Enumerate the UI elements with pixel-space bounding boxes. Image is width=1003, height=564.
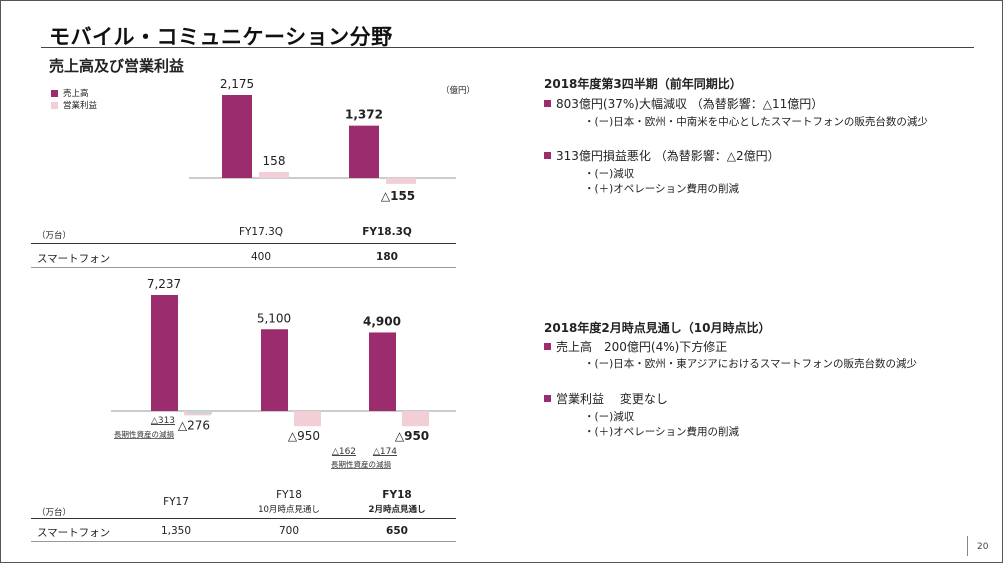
bottom-annot-note-0: 長期性資産の減損 [114, 429, 174, 439]
forecast-bullet-2-sub-2: ・(＋)オペレーション費用の削減 [584, 426, 739, 438]
bottom-cat-main-0: FY17 [163, 496, 189, 508]
forecast-bullet-2: 営業利益 変更なし [544, 390, 668, 407]
bottom-bar-op-2 [402, 411, 429, 427]
bottom-label-op-2: △950 [395, 429, 429, 443]
unit-label-oku: （億円） [441, 86, 476, 96]
top-label-sales-0: 2,175 [220, 77, 254, 91]
q3-heading: 2018年度第3四半期（前年同期比） [544, 77, 742, 91]
top-row-value-0: 400 [250, 251, 272, 263]
legend-swatch-op-income [51, 102, 58, 109]
top-bar-sales-1 [349, 125, 379, 178]
bottom-row-label: スマートフォン [37, 527, 111, 539]
forecast-bullet-1-text: 売上高 200億円(4%)下方修正 [556, 340, 728, 354]
bottom-cat-sub-2: 2月時点見通し [368, 505, 426, 515]
bottom-row-value-2: 650 [386, 525, 408, 537]
legend-label-op-income: 営業利益 [63, 101, 98, 111]
q3-bullet-1: 803億円(37%)大幅減収 （為替影響：△11億円） [544, 95, 823, 112]
bottom-label-sales-2: 4,900 [363, 314, 401, 328]
title-divider [41, 47, 974, 48]
bottom-bar-sales-2 [369, 332, 396, 411]
bottom-row-value-0: 1,350 [160, 525, 192, 537]
bottom-annot-value-2: △174 [373, 447, 397, 457]
q3-bullet-1-sub: ・(ー)日本・欧州・中南米を中心としたスマートフォンの販売台数の減少 [584, 116, 928, 128]
page-title: モバイル・コミュニケーション分野 [49, 25, 393, 49]
bottom-label-sales-0: 7,237 [147, 277, 181, 291]
bottom-annot-value-0: △313 [151, 416, 175, 426]
bottom-row-value-1: 700 [278, 525, 300, 537]
bottom-cat-sub-1: 10月時点見通し [258, 505, 320, 515]
q3-bullet-2: 313億円損益悪化 （為替影響：△2億円） [544, 147, 780, 164]
bullet-square [544, 152, 551, 159]
page-number-divider [967, 536, 968, 556]
bottom-cat-main-1: FY18 [276, 489, 302, 501]
bullet-square [544, 343, 551, 350]
bottom-bar-sales-0 [151, 295, 178, 411]
bottom-annot-value-1: △162 [332, 447, 356, 457]
top-table-rule-2 [31, 267, 456, 268]
forecast-bullet-1: 売上高 200億円(4%)下方修正 [544, 338, 727, 355]
top-table-rule-1 [31, 243, 456, 244]
bottom-annot-note-1: 長期性資産の減損 [331, 459, 391, 469]
top-bar-op-1 [386, 178, 416, 184]
bullet-square [544, 395, 551, 402]
top-cat-0: FY17.3Q [238, 226, 284, 238]
bottom-label-sales-1: 5,100 [257, 311, 291, 325]
forecast-heading: 2018年度2月時点見通し（10月時点比） [544, 321, 771, 335]
top-row-label: スマートフォン [37, 253, 111, 265]
bottom-label-op-1: △950 [288, 429, 320, 443]
top-label-op-1: △155 [381, 189, 415, 203]
top-label-sales-1: 1,372 [345, 108, 383, 122]
bottom-bar-sales-1 [261, 329, 288, 411]
top-cat-1: FY18.3Q [362, 226, 412, 238]
page-number: 20 [977, 542, 989, 552]
forecast-bullet-2-sub-1: ・(ー)減収 [584, 411, 635, 423]
section-subtitle: 売上高及び営業利益 [49, 57, 185, 75]
legend-swatch-sales [51, 90, 58, 97]
top-table-unit: （万台） [37, 231, 72, 241]
q3-bullet-2-sub-1: ・(ー)減収 [584, 168, 635, 180]
legend-label-sales: 売上高 [63, 89, 89, 99]
bottom-label-op-0: △276 [178, 418, 210, 432]
bottom-impairment-mark-0 [187, 411, 212, 414]
top-bar-op-0 [259, 171, 289, 178]
bottom-table-rule-2 [31, 541, 456, 542]
forecast-bullet-2-text: 営業利益 変更なし [556, 392, 668, 406]
q3-bullet-2-text: 313億円損益悪化 （為替影響：△2億円） [556, 149, 780, 163]
q3-bullet-2-sub-2: ・(＋)オペレーション費用の削減 [584, 183, 739, 195]
forecast-bullet-1-sub: ・(ー)日本・欧州・東アジアにおけるスマートフォンの販売台数の減少 [584, 358, 917, 370]
bottom-table-rule-1 [31, 518, 456, 519]
bottom-cat-main-2: FY18 [382, 489, 412, 501]
top-label-op-0: 158 [263, 154, 286, 168]
bottom-table-unit: （万台） [37, 508, 72, 518]
q3-bullet-1-text: 803億円(37%)大幅減収 （為替影響：△11億円） [556, 97, 824, 111]
top-row-value-1: 180 [376, 251, 398, 263]
bullet-square [544, 100, 551, 107]
bottom-bar-op-1 [294, 411, 321, 427]
top-bar-sales-0 [222, 95, 252, 178]
